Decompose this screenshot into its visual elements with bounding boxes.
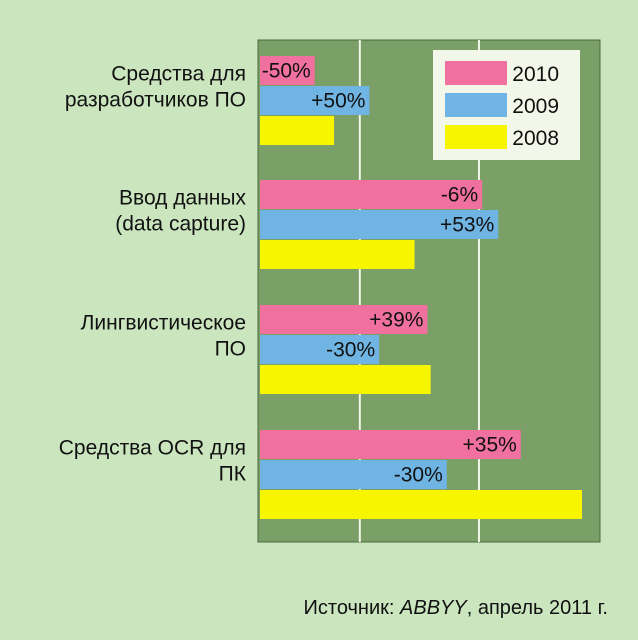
bar-2008-cat-1 bbox=[260, 116, 335, 145]
legend-label-2009: 2009 bbox=[512, 95, 559, 118]
legend-label-2008: 2008 bbox=[512, 127, 559, 150]
source-note: Источник: ABBYY, апрель 2011 г. bbox=[304, 597, 608, 620]
legend-swatch-2010 bbox=[445, 61, 507, 85]
legend: 2010 2009 2008 bbox=[433, 50, 580, 160]
legend-swatch-2008 bbox=[445, 125, 507, 149]
source-name: ABBYY bbox=[400, 597, 467, 619]
bar-2010-cat-3 bbox=[260, 305, 428, 334]
category-label-1-line-2: разработчиков ПО bbox=[65, 89, 246, 112]
bar-label-2009-cat-2: +53% bbox=[440, 214, 494, 237]
category-label-2-line-1: Ввод данных bbox=[119, 187, 246, 210]
bar-2009-cat-1 bbox=[260, 86, 370, 115]
legend-swatch-2009 bbox=[445, 93, 507, 117]
category-label-1-line-1: Средства для bbox=[111, 63, 246, 86]
category-labels: Средства для разработчиков ПО Ввод данных (… bbox=[59, 63, 247, 486]
category-label-4-line-2: ПК bbox=[219, 463, 247, 486]
bar-2010-cat-2 bbox=[260, 180, 483, 209]
bar-2010-cat-1 bbox=[260, 56, 315, 85]
bars: -50%+50% -6% +53% +39% -30% +35% -30% bbox=[260, 56, 582, 519]
source-suffix: , апрель 2011 г. bbox=[466, 597, 608, 619]
bar-label-2009-cat-1: +50% bbox=[311, 90, 365, 113]
category-label-3-line-1: Лингвистическое bbox=[81, 312, 246, 335]
category-label-2-line-2: (data capture) bbox=[115, 213, 246, 236]
bar-label-2010-cat-1: -50% bbox=[262, 60, 311, 83]
bar-label-2009-cat-3: -30% bbox=[326, 339, 375, 362]
bar-2010-cat-4 bbox=[260, 430, 521, 459]
bar-2008-cat-2 bbox=[260, 240, 415, 269]
legend-label-2010: 2010 bbox=[512, 63, 559, 86]
category-label-3-line-2: ПО bbox=[215, 338, 246, 361]
bar-2009-cat-3 bbox=[260, 335, 380, 364]
category-label-4-line-1: Средства OCR для bbox=[59, 437, 246, 460]
bar-label-2010-cat-3: +39% bbox=[369, 309, 423, 332]
source-prefix: Источник: bbox=[303, 597, 401, 619]
bar-2009-cat-4 bbox=[260, 460, 447, 489]
bar-2009-cat-2 bbox=[260, 210, 499, 239]
bar-label-2010-cat-2: -6% bbox=[441, 184, 478, 207]
bar-2008-cat-3 bbox=[260, 365, 431, 394]
bar-2008-cat-4 bbox=[260, 490, 582, 519]
bar-label-2010-cat-4: +35% bbox=[463, 434, 517, 457]
bar-label-2009-cat-4: -30% bbox=[394, 464, 443, 487]
